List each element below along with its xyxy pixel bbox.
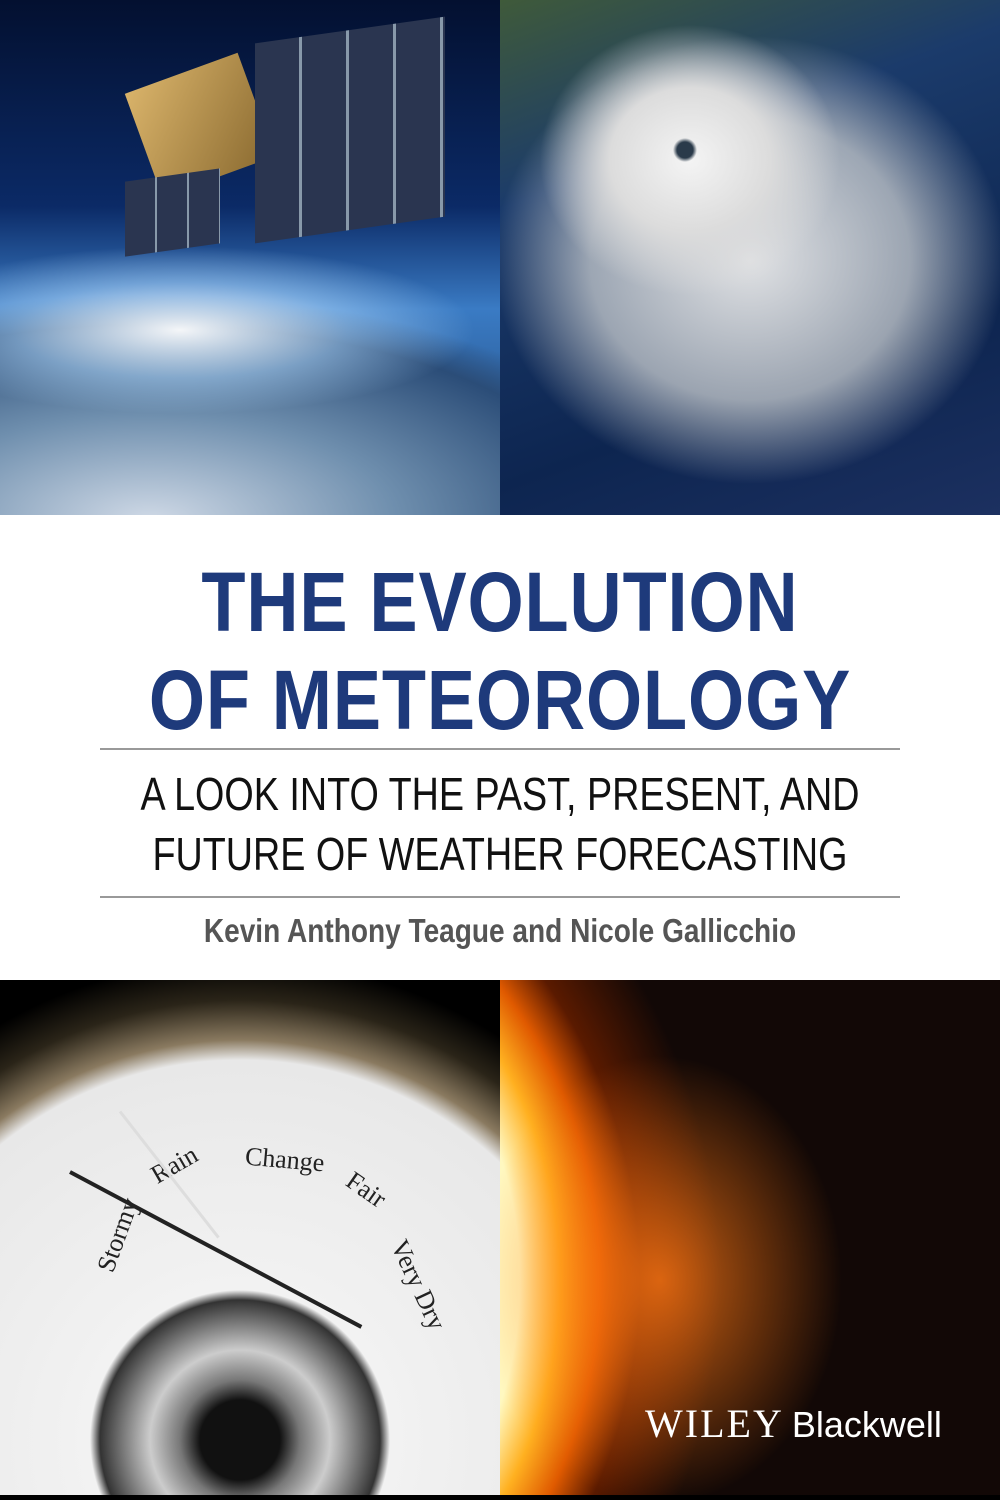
divider xyxy=(100,748,900,750)
title-line-2: OF METEOROLOGY xyxy=(148,653,852,747)
publisher-wiley: WILEY xyxy=(645,1401,784,1446)
subtitle-line-1: A LOOK INTO THE PAST, PRESENT, AND xyxy=(140,768,860,820)
dial-label: Fair xyxy=(340,1165,392,1214)
sun-image xyxy=(500,980,1000,1495)
publisher-blackwell: Blackwell xyxy=(791,1404,942,1445)
dial-label: Change xyxy=(243,1141,326,1178)
title-line-1: THE EVOLUTION xyxy=(201,555,799,649)
satellite-image xyxy=(0,0,500,515)
hurricane-image xyxy=(500,0,1000,515)
barometer-image: Stormy Rain Change Fair Very Dry xyxy=(0,980,500,1495)
solar-panel xyxy=(125,168,220,257)
divider xyxy=(100,896,900,898)
subtitle-line-2: FUTURE OF WEATHER FORECASTING xyxy=(152,828,848,880)
dial-label: Very Dry xyxy=(385,1235,452,1335)
solar-panel xyxy=(255,16,445,244)
publisher-logo: WILEY Blackwell xyxy=(645,1400,942,1447)
authors: Kevin Anthony Teague and Nicole Gallicch… xyxy=(203,912,797,949)
title-band: THE EVOLUTION OF METEOROLOGY A LOOK INTO… xyxy=(0,515,1000,980)
